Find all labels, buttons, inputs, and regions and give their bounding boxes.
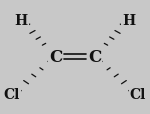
- Text: C: C: [88, 49, 101, 65]
- Text: Cl: Cl: [130, 88, 146, 102]
- Text: H: H: [14, 14, 28, 27]
- Text: H: H: [122, 14, 136, 27]
- Text: Cl: Cl: [4, 88, 20, 102]
- Text: C: C: [49, 49, 62, 65]
